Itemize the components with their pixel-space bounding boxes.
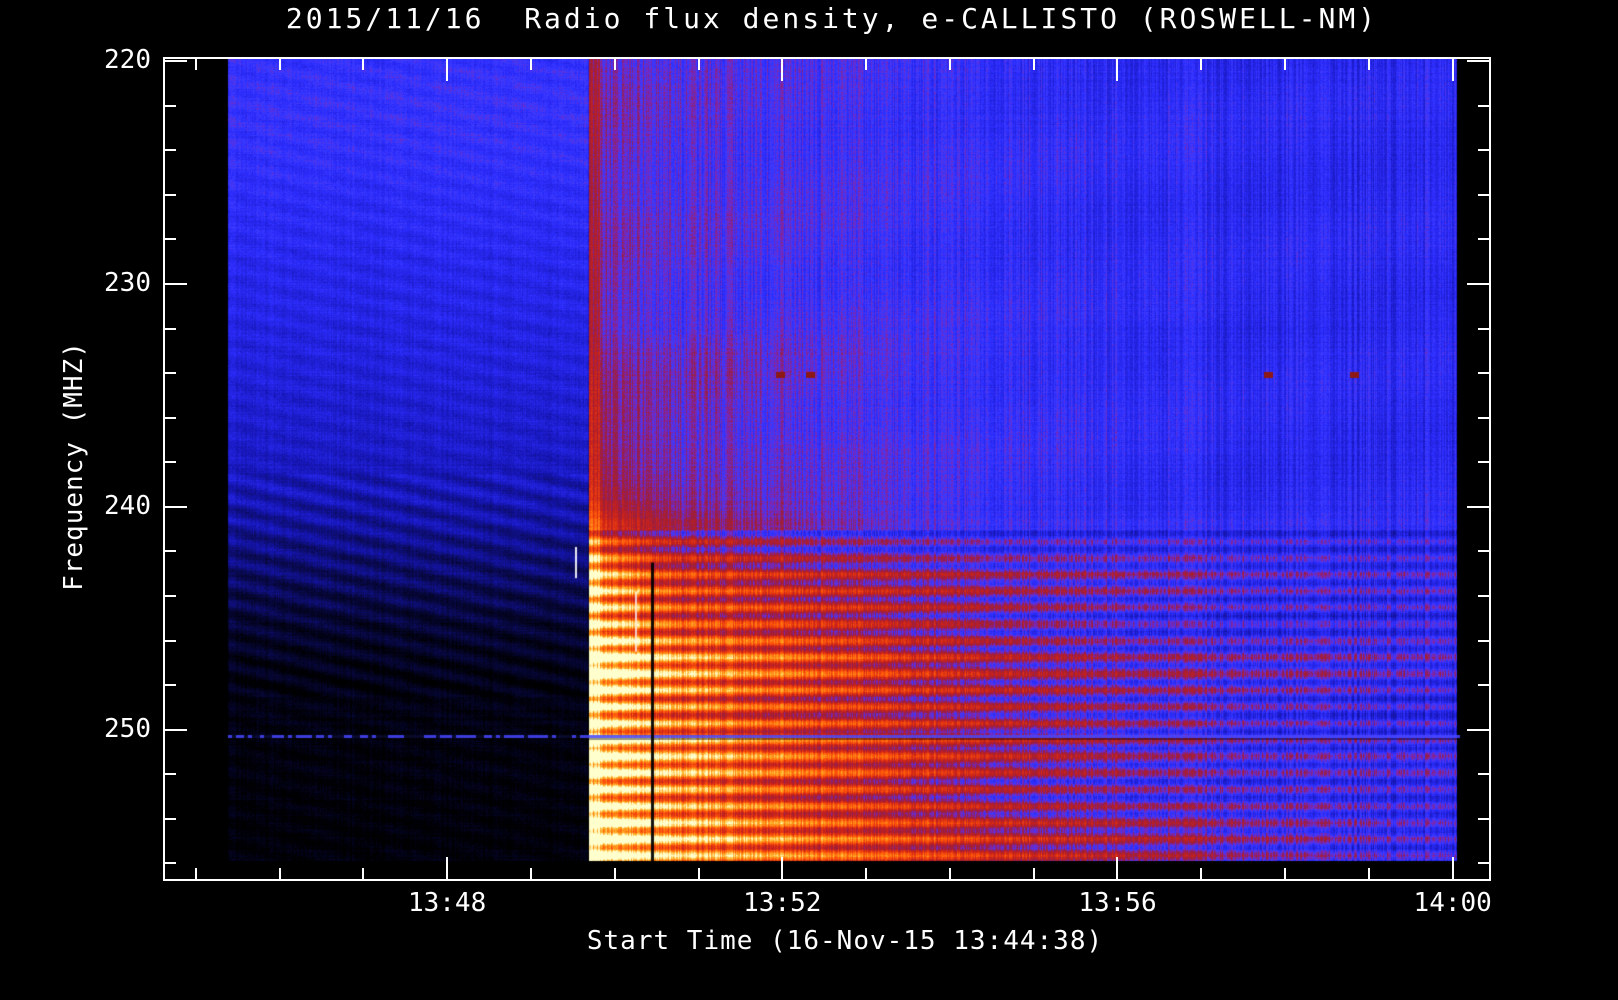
x-minor-tick-mark bbox=[948, 868, 951, 879]
x-minor-tick-mark bbox=[948, 59, 951, 70]
y-minor-tick-mark bbox=[165, 461, 176, 464]
x-minor-tick-mark bbox=[613, 59, 616, 70]
x-tick-mark bbox=[1116, 857, 1119, 879]
spectrogram-canvas bbox=[165, 59, 1489, 879]
x-tick-mark bbox=[781, 59, 784, 81]
y-minor-tick-mark bbox=[1478, 238, 1489, 241]
x-tick-mark bbox=[446, 59, 449, 81]
y-minor-tick-mark bbox=[1478, 773, 1489, 776]
x-minor-tick-mark bbox=[1367, 868, 1370, 879]
x-minor-tick-mark bbox=[1284, 868, 1287, 879]
y-minor-tick-mark bbox=[165, 372, 176, 375]
y-minor-tick-mark bbox=[165, 639, 176, 642]
x-tick-mark bbox=[446, 857, 449, 879]
y-minor-tick-mark bbox=[165, 773, 176, 776]
x-minor-tick-mark bbox=[1032, 59, 1035, 70]
y-minor-tick-mark bbox=[1478, 193, 1489, 196]
y-minor-tick-mark bbox=[1478, 639, 1489, 642]
y-minor-tick-mark bbox=[165, 595, 176, 597]
y-tick-mark bbox=[1467, 728, 1489, 731]
x-minor-tick-mark bbox=[697, 868, 700, 879]
y-minor-tick-mark bbox=[1478, 104, 1489, 107]
y-tick-label: 220 bbox=[104, 45, 151, 76]
y-minor-tick-mark bbox=[1478, 550, 1489, 553]
x-minor-tick-mark bbox=[697, 59, 700, 70]
y-minor-tick-mark bbox=[1478, 595, 1489, 597]
y-minor-tick-mark bbox=[1478, 684, 1489, 687]
x-minor-tick-mark bbox=[1200, 59, 1203, 70]
x-minor-tick-mark bbox=[278, 868, 281, 879]
y-tick-mark bbox=[165, 728, 187, 731]
y-minor-tick-mark bbox=[165, 550, 176, 553]
x-minor-tick-mark bbox=[1284, 59, 1287, 70]
y-minor-tick-mark bbox=[1478, 372, 1489, 375]
x-tick-mark bbox=[1451, 59, 1454, 81]
y-tick-label: 230 bbox=[104, 268, 151, 299]
plot-frame bbox=[163, 57, 1491, 881]
y-tick-label: 250 bbox=[104, 713, 151, 744]
x-tick-label: 13:48 bbox=[407, 888, 487, 918]
x-tick-mark bbox=[1116, 59, 1119, 81]
x-axis-label: Start Time (16-Nov-15 13:44:38) bbox=[586, 926, 1104, 956]
y-tick-mark bbox=[1467, 60, 1489, 63]
y-minor-tick-mark bbox=[165, 238, 176, 241]
y-minor-tick-mark bbox=[1478, 327, 1489, 330]
y-minor-tick-mark bbox=[165, 149, 176, 152]
x-tick-label: 14:00 bbox=[1413, 888, 1492, 918]
y-minor-tick-mark bbox=[1478, 817, 1489, 820]
y-minor-tick-mark bbox=[1478, 461, 1489, 464]
y-minor-tick-mark bbox=[1478, 149, 1489, 152]
x-minor-tick-mark bbox=[865, 59, 868, 70]
x-tick-mark bbox=[781, 857, 784, 879]
y-minor-tick-mark bbox=[165, 684, 176, 687]
y-minor-tick-mark bbox=[165, 193, 176, 196]
chart-title: 2015/11/16 Radio flux density, e-CALLIST… bbox=[285, 2, 1379, 35]
y-minor-tick-mark bbox=[165, 104, 176, 107]
y-tick-mark bbox=[165, 283, 187, 286]
x-minor-tick-mark bbox=[529, 868, 532, 879]
y-tick-mark bbox=[165, 505, 187, 508]
x-minor-tick-mark bbox=[362, 868, 365, 879]
y-tick-label: 240 bbox=[104, 490, 151, 521]
y-tick-mark bbox=[165, 60, 187, 63]
x-minor-tick-mark bbox=[865, 868, 868, 879]
x-tick-label: 13:52 bbox=[743, 888, 822, 918]
y-tick-mark bbox=[1467, 505, 1489, 508]
x-minor-tick-mark bbox=[613, 868, 616, 879]
x-tick-label: 13:56 bbox=[1078, 888, 1157, 918]
y-minor-tick-mark bbox=[165, 327, 176, 330]
y-minor-tick-mark bbox=[165, 817, 176, 820]
y-axis-label: Frequency (MHZ) bbox=[59, 341, 89, 591]
x-minor-tick-mark bbox=[278, 59, 281, 70]
y-tick-mark bbox=[1467, 283, 1489, 286]
y-minor-tick-mark bbox=[1478, 416, 1489, 419]
x-minor-tick-mark bbox=[1367, 59, 1370, 70]
x-minor-tick-mark bbox=[529, 59, 532, 70]
x-minor-tick-mark bbox=[362, 59, 365, 70]
y-minor-tick-mark bbox=[1478, 862, 1489, 865]
x-minor-tick-mark bbox=[1032, 868, 1035, 879]
x-minor-tick-mark bbox=[194, 868, 197, 879]
x-tick-mark bbox=[1451, 857, 1454, 879]
y-minor-tick-mark bbox=[165, 416, 176, 419]
x-minor-tick-mark bbox=[1200, 868, 1203, 879]
y-minor-tick-mark bbox=[165, 862, 176, 865]
x-minor-tick-mark bbox=[194, 59, 197, 70]
